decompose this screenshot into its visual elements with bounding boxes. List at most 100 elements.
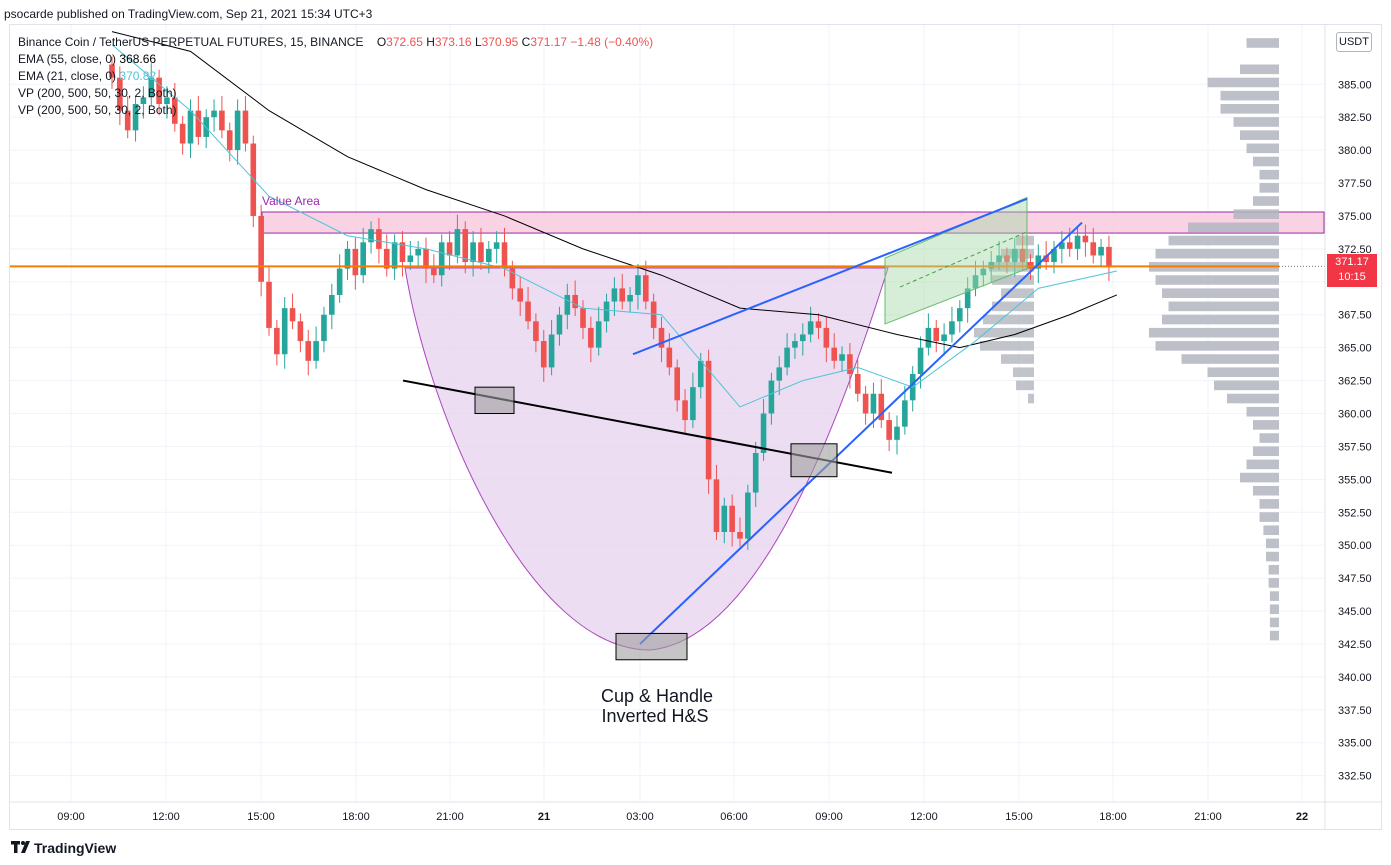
vp-mid-bar xyxy=(983,314,1034,325)
volume-profile xyxy=(974,38,1279,641)
legend-vp1-row[interactable]: VP (200, 500, 50, 30, 2, Both) xyxy=(18,86,177,100)
vp-mid-bar xyxy=(992,275,1034,285)
candle-body xyxy=(501,242,508,269)
vp-bar xyxy=(1207,367,1279,378)
vp-bar xyxy=(1253,485,1279,496)
publisher-line: psocarde published on TradingView.com, S… xyxy=(4,7,373,21)
vp-mid-bar xyxy=(1016,235,1034,246)
ema55-line xyxy=(111,31,1117,349)
candle-body xyxy=(383,248,390,269)
candle-body xyxy=(862,393,869,414)
y-tick-label: 332.50 xyxy=(1338,771,1372,783)
vp-bar xyxy=(1220,104,1279,114)
axes: 332.50 335.00 337.50 340.00 342.50 345.00 347.… xyxy=(10,25,1382,830)
vp-bar xyxy=(1246,38,1279,48)
candle-body xyxy=(360,242,366,276)
right-shoulder-box xyxy=(790,443,838,478)
candle-body xyxy=(941,334,947,342)
candle-body xyxy=(478,242,484,263)
candle-body xyxy=(933,327,940,342)
vp-bar xyxy=(1269,604,1279,615)
candle-body xyxy=(1090,242,1097,256)
candle-body xyxy=(595,321,602,348)
legend-ema21-row[interactable]: EMA (21, close, 0) 370.82 xyxy=(18,68,653,85)
candle-body xyxy=(745,492,751,539)
candle-body xyxy=(682,400,688,421)
legend-ema55-row[interactable]: EMA (55, close, 0) 368.66 xyxy=(18,51,653,68)
legend-ema55-label: EMA (55, close, 0) xyxy=(18,52,117,66)
candle-body xyxy=(1098,246,1104,256)
vp-bar xyxy=(1259,433,1279,443)
vp-bar xyxy=(1149,327,1279,338)
vp-bar xyxy=(1253,196,1279,206)
candle-body xyxy=(454,229,461,256)
candle-body xyxy=(1004,255,1010,263)
vp-bar xyxy=(1240,472,1279,483)
candle-body xyxy=(462,229,469,263)
candle-body xyxy=(352,248,359,276)
left-shoulder-box xyxy=(474,386,515,414)
candle-body xyxy=(721,505,728,533)
y-tick-label: 360.00 xyxy=(1338,409,1372,421)
candle-body xyxy=(556,314,563,335)
y-tick-label: 375.00 xyxy=(1338,211,1372,223)
vp-bar xyxy=(1259,499,1279,509)
candle-body xyxy=(580,308,586,328)
chart-frame[interactable] xyxy=(9,24,1382,830)
candle-body xyxy=(226,130,233,151)
value-area-label: Value Area xyxy=(262,194,320,208)
legend-vp2-row[interactable]: VP (200, 500, 50, 30, 2, Both) xyxy=(18,103,177,117)
wedge-midline xyxy=(899,231,1028,288)
x-tick-label: 18:00 xyxy=(342,811,370,823)
x-tick-label: 06:00 xyxy=(720,811,748,823)
candle-body xyxy=(917,347,924,374)
vp-bar xyxy=(1259,169,1279,180)
legend-open-label: O xyxy=(376,35,387,49)
candle-body xyxy=(266,281,272,328)
y-tick-label: 355.00 xyxy=(1338,474,1372,486)
y-tick-label: 357.50 xyxy=(1338,441,1372,453)
vp-bar xyxy=(1168,301,1279,312)
candle-body xyxy=(164,97,170,105)
y-tick-label: 335.00 xyxy=(1338,738,1372,750)
last-price-badge: 371.17 10:15 xyxy=(1327,254,1377,287)
legend-open: 372.65 xyxy=(386,35,423,49)
candle-body xyxy=(540,341,547,368)
vp-bar xyxy=(1268,564,1279,575)
candle-body xyxy=(1043,255,1049,263)
x-tick-label: 18:00 xyxy=(1099,811,1127,823)
candle-body xyxy=(281,308,288,355)
ema21-line xyxy=(111,44,1117,408)
y-tick-label: 342.50 xyxy=(1338,639,1372,651)
x-tick-label: 03:00 xyxy=(626,811,654,823)
head-box xyxy=(615,632,688,661)
footer: TradingView xyxy=(0,836,300,860)
candle-body xyxy=(737,532,743,539)
vp-bar xyxy=(1240,64,1279,75)
vp-bar xyxy=(1155,275,1279,285)
legend-ema21-label: EMA (21, close, 0) xyxy=(18,69,117,83)
candle-body xyxy=(376,229,382,249)
candle-body xyxy=(1074,235,1081,249)
candle-body xyxy=(964,288,971,309)
candle-body xyxy=(289,308,296,322)
y-tick-label: 347.50 xyxy=(1338,573,1372,585)
candle-body xyxy=(486,248,492,263)
legend-symbol: Binance Coin / TetherUS PERPETUAL FUTURE… xyxy=(18,35,364,49)
vp-bar xyxy=(1268,578,1279,588)
candle-body xyxy=(1019,248,1026,263)
candle-body xyxy=(729,505,735,533)
candle-body xyxy=(132,104,139,131)
currency-button[interactable]: USDT xyxy=(1336,32,1372,52)
candle-body xyxy=(517,288,523,302)
candle-body xyxy=(886,420,892,440)
x-tick-label: 21:00 xyxy=(1194,811,1222,823)
candle-body xyxy=(124,110,131,131)
candle-body xyxy=(195,110,202,137)
vp-bar xyxy=(1259,183,1279,193)
vp-mid-bar xyxy=(1016,380,1034,391)
candle-body xyxy=(800,334,806,342)
candle-body xyxy=(792,341,798,348)
candle-body xyxy=(635,275,641,295)
